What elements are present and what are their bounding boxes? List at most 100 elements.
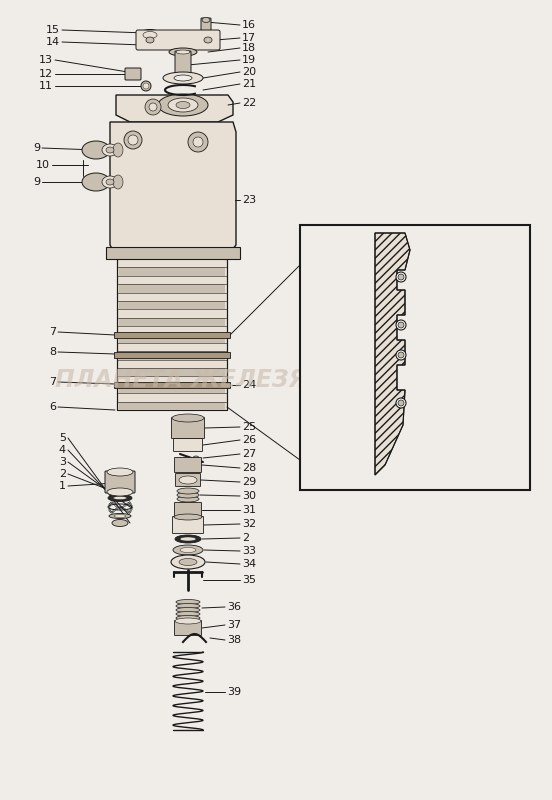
Bar xyxy=(119,326,225,334)
FancyBboxPatch shape xyxy=(172,517,204,534)
Circle shape xyxy=(398,274,404,280)
Text: 1: 1 xyxy=(59,481,66,491)
Ellipse shape xyxy=(107,468,133,476)
Text: 28: 28 xyxy=(242,463,256,473)
Bar xyxy=(119,360,225,368)
Ellipse shape xyxy=(113,143,123,157)
Bar xyxy=(119,334,225,343)
Text: 5: 5 xyxy=(59,433,66,443)
Ellipse shape xyxy=(174,514,202,520)
Bar xyxy=(119,293,225,301)
Bar xyxy=(119,267,225,276)
Ellipse shape xyxy=(175,535,201,543)
Ellipse shape xyxy=(177,496,199,502)
Ellipse shape xyxy=(180,547,196,553)
Text: 2: 2 xyxy=(59,469,66,479)
Ellipse shape xyxy=(202,18,210,22)
FancyBboxPatch shape xyxy=(136,30,220,50)
Text: 14: 14 xyxy=(46,37,60,47)
Text: 32: 32 xyxy=(242,519,256,529)
Text: 37: 37 xyxy=(227,620,241,630)
Circle shape xyxy=(398,352,404,358)
Text: 7: 7 xyxy=(49,327,56,337)
Text: 20: 20 xyxy=(242,67,256,77)
Polygon shape xyxy=(110,122,236,255)
Circle shape xyxy=(396,350,406,360)
FancyBboxPatch shape xyxy=(174,621,201,635)
Bar xyxy=(117,259,227,410)
Text: 12: 12 xyxy=(39,69,53,79)
Text: 19: 19 xyxy=(242,55,256,65)
Ellipse shape xyxy=(108,494,132,502)
Text: 6: 6 xyxy=(446,398,453,408)
Text: 24: 24 xyxy=(242,380,256,390)
Bar xyxy=(119,377,225,385)
Ellipse shape xyxy=(169,48,197,56)
Text: 7: 7 xyxy=(49,377,56,387)
Circle shape xyxy=(188,132,208,152)
Text: 15: 15 xyxy=(46,25,60,35)
Text: 27: 27 xyxy=(242,449,256,459)
Circle shape xyxy=(398,400,404,406)
Circle shape xyxy=(398,322,404,328)
Ellipse shape xyxy=(172,414,204,422)
Text: 26: 26 xyxy=(242,435,256,445)
Ellipse shape xyxy=(106,179,114,185)
Text: 18: 18 xyxy=(242,43,256,53)
Circle shape xyxy=(143,83,149,89)
Circle shape xyxy=(124,131,142,149)
Ellipse shape xyxy=(179,558,197,566)
Ellipse shape xyxy=(168,98,198,112)
Bar xyxy=(119,301,225,310)
Text: 21: 21 xyxy=(242,79,256,89)
Ellipse shape xyxy=(114,514,126,518)
Circle shape xyxy=(396,398,406,408)
Bar xyxy=(114,382,230,388)
FancyBboxPatch shape xyxy=(105,471,135,493)
FancyBboxPatch shape xyxy=(172,418,204,438)
FancyBboxPatch shape xyxy=(175,51,191,75)
Bar xyxy=(119,402,225,410)
Ellipse shape xyxy=(143,31,157,38)
Text: 10: 10 xyxy=(36,160,50,170)
Ellipse shape xyxy=(113,175,123,189)
Bar xyxy=(119,276,225,284)
Polygon shape xyxy=(116,95,233,122)
Bar xyxy=(119,343,225,351)
FancyBboxPatch shape xyxy=(174,458,201,473)
Ellipse shape xyxy=(158,94,208,116)
Ellipse shape xyxy=(106,147,114,153)
Text: 38: 38 xyxy=(227,635,241,645)
Circle shape xyxy=(396,272,406,282)
FancyBboxPatch shape xyxy=(173,438,203,451)
Text: 7: 7 xyxy=(456,320,463,330)
Text: 30: 30 xyxy=(242,491,256,501)
Bar xyxy=(119,318,225,326)
Text: 23: 23 xyxy=(242,195,256,205)
Text: 9: 9 xyxy=(33,143,40,153)
Text: 36: 36 xyxy=(227,602,241,612)
Text: 29: 29 xyxy=(242,477,256,487)
Bar xyxy=(119,351,225,360)
Ellipse shape xyxy=(102,144,118,156)
Text: 8: 8 xyxy=(49,347,56,357)
Ellipse shape xyxy=(82,173,110,191)
Circle shape xyxy=(193,137,203,147)
Ellipse shape xyxy=(193,456,199,460)
Ellipse shape xyxy=(107,488,133,496)
Ellipse shape xyxy=(176,102,190,109)
Text: 6: 6 xyxy=(456,350,463,360)
Ellipse shape xyxy=(113,497,127,499)
Text: 33: 33 xyxy=(242,546,256,556)
Bar xyxy=(300,225,530,490)
Ellipse shape xyxy=(173,545,203,555)
Text: 39: 39 xyxy=(227,687,241,697)
Bar xyxy=(114,352,230,358)
Polygon shape xyxy=(375,233,410,475)
Ellipse shape xyxy=(179,476,197,484)
Text: 11: 11 xyxy=(39,81,53,91)
Circle shape xyxy=(149,103,157,111)
Ellipse shape xyxy=(176,611,200,617)
Bar xyxy=(119,394,225,402)
Ellipse shape xyxy=(177,488,199,494)
